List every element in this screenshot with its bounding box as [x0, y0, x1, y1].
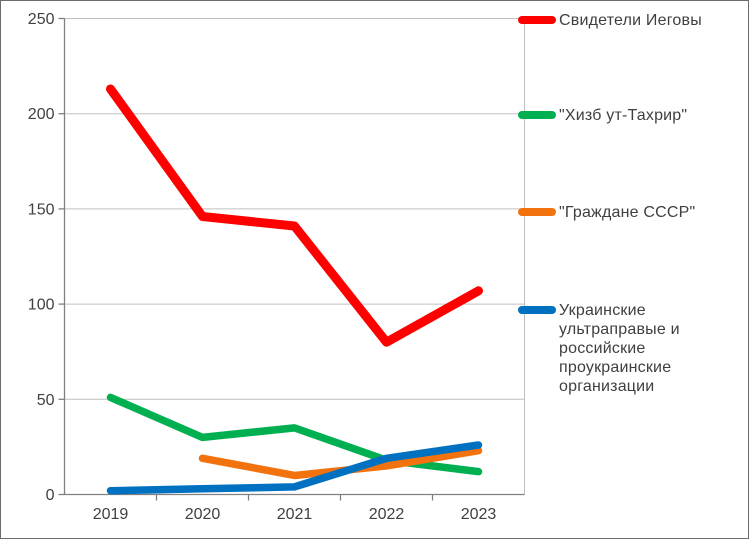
- x-tick-label: 2020: [185, 506, 221, 523]
- x-tick-label: 2021: [277, 506, 313, 523]
- y-tick-label: 150: [28, 201, 55, 218]
- y-tick-label: 0: [46, 487, 55, 504]
- series-line-4: [106, 441, 483, 495]
- x-tick-label: 2022: [369, 506, 405, 523]
- series-line-1: [106, 84, 483, 347]
- y-tick-label: 50: [37, 392, 55, 409]
- x-tick-label: 2023: [461, 506, 497, 523]
- y-tick-label: 100: [28, 297, 55, 314]
- x-tick-label: 2019: [93, 506, 129, 523]
- y-tick-label: 200: [28, 106, 55, 123]
- y-tick-label: 250: [28, 11, 55, 28]
